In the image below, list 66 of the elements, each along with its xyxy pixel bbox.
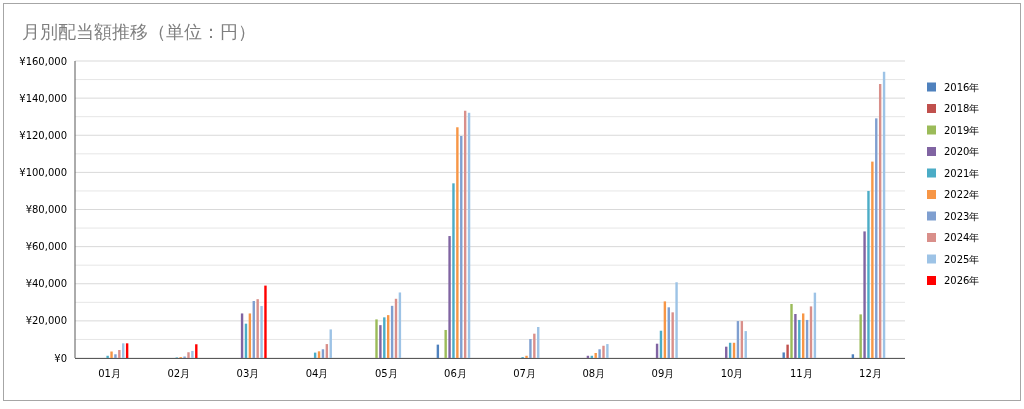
x-tick-label: 10月 [720,367,744,379]
bar [602,345,605,358]
bar [191,350,194,358]
legend-label: 2023年 [944,210,980,222]
bar [786,344,789,358]
legend-label: 2022年 [944,189,980,200]
x-tick-label: 03月 [236,367,260,379]
legend-label: 2021年 [944,167,980,179]
bar [110,351,113,358]
bar [195,344,198,358]
y-tick-label: ¥140,000 [19,92,67,104]
x-tick-label: 11月 [789,367,813,379]
bar [375,319,378,358]
bar [444,329,447,358]
bar [114,354,117,358]
y-tick-label: ¥80,000 [25,204,67,215]
x-tick-label: 02月 [167,367,191,379]
bar [379,325,382,358]
bar [264,285,267,358]
bar [118,350,121,358]
legend-label: 2018年 [944,103,980,114]
y-tick-label: ¥20,000 [25,315,67,327]
legend-label: 2026年 [944,275,980,286]
bar [187,352,190,358]
bar [782,352,785,358]
x-tick-label: 08月 [582,367,606,379]
x-tick-label: 09月 [651,367,675,379]
bar [790,303,793,358]
bar [529,339,532,358]
x-tick-label: 01月 [98,367,121,379]
y-tick-label: ¥160,000 [19,55,67,67]
legend-label: 2016年 [944,81,980,93]
bar [867,190,870,358]
y-tick-label: ¥60,000 [25,241,67,253]
bar [533,333,536,358]
y-tick-label: ¥100,000 [19,166,67,178]
x-tick-label: 06月 [444,367,467,379]
bar [448,236,451,358]
chart-title: 月別配当額推移（単位：円） [22,21,256,42]
bar [256,299,259,358]
bar [863,231,866,358]
bar [606,344,609,358]
bar [671,312,674,358]
bar [871,161,874,358]
bar [525,355,528,358]
x-tick-label: 05月 [374,367,398,379]
bar [798,319,801,358]
bar [260,306,263,358]
bar [383,317,386,358]
legend-label: 2025年 [944,253,980,265]
x-tick-label: 12月 [859,367,882,379]
bar [859,314,862,358]
legend-label: 2024年 [944,232,980,243]
bar [675,282,678,358]
bar [794,314,797,358]
bar [106,355,109,358]
bar [598,349,601,358]
legend-label: 2020年 [944,146,980,157]
x-tick-label: 07月 [513,367,536,379]
y-tick-label: ¥0 [54,352,67,364]
y-tick-label: ¥120,000 [19,129,67,141]
bar [456,127,459,358]
x-tick-label: 04月 [305,367,329,379]
legend-label: 2019年 [944,124,980,136]
bar [452,183,455,358]
y-tick-label: ¥40,000 [25,278,67,290]
